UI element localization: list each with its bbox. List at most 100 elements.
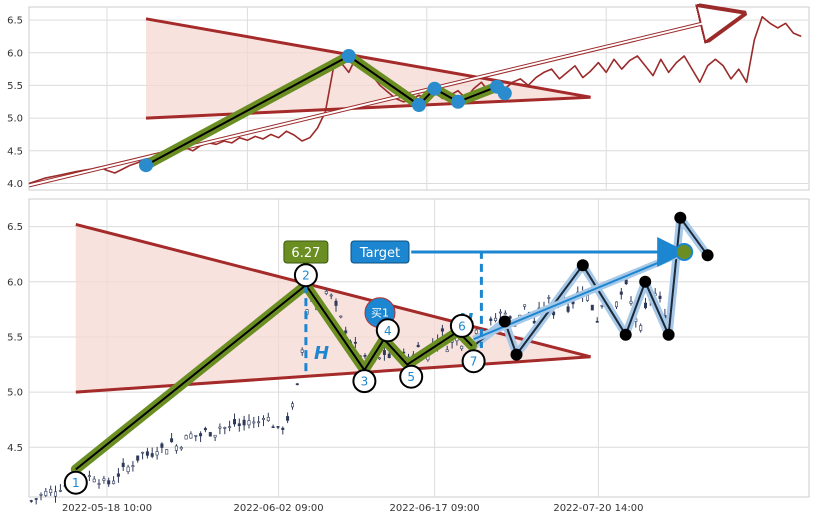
- overview-panel: 4.0 4.5 5.0 5.5 6.0 6.5: [7, 7, 810, 191]
- detail-candle-body: [223, 427, 227, 429]
- detail-candle-body: [53, 491, 57, 497]
- detail-candle-body: [552, 311, 556, 316]
- detail-candle-body: [344, 330, 348, 334]
- detail-candle-body: [116, 473, 120, 477]
- overview-ytick-label: 5.5: [7, 81, 23, 92]
- detail-triangle-lower-edge: [75, 355, 591, 394]
- detail-candle-body: [213, 434, 217, 438]
- detail-candle-body: [218, 426, 222, 429]
- overview-ytick-label: 6.0: [7, 48, 23, 59]
- detail-candle-body: [339, 315, 343, 318]
- detail-candle-body: [643, 302, 647, 309]
- detail-candle-body: [387, 353, 391, 359]
- detail-price-tag-label: 6.27: [291, 246, 320, 261]
- detail-candle-body: [295, 383, 299, 386]
- detail-xtick-label: 2022-05-18 10:00: [62, 503, 152, 514]
- detail-candle-body: [189, 433, 193, 439]
- detail-candle-body: [261, 417, 265, 420]
- detail-candle-body: [334, 300, 338, 306]
- detail-triangle-upper-edge: [75, 222, 591, 359]
- overview-triangle-lower-edge: [145, 95, 591, 120]
- detail-candle-body: [179, 447, 183, 450]
- detail-candle-body: [136, 455, 140, 461]
- detail-pivot-circle: [352, 369, 377, 394]
- detail-candle-body: [170, 438, 174, 443]
- detail-candle-body: [242, 419, 246, 426]
- detail-candle-body: [141, 451, 145, 454]
- detail-candle-body: [102, 478, 106, 481]
- detail-pivot-label: 5: [407, 370, 415, 384]
- overview-ytick-label: 4.5: [7, 146, 23, 157]
- detail-pivot-label: 1: [72, 476, 80, 490]
- detail-candle-body: [629, 301, 633, 304]
- detail-candle-body: [252, 421, 256, 424]
- detail-candle-body: [460, 345, 464, 350]
- detail-candle-body: [58, 490, 62, 492]
- detail-ytick-label: 6.5: [7, 222, 23, 233]
- detail-candle-body: [363, 355, 367, 357]
- detail-candle-body: [286, 416, 290, 421]
- detail-candle-body: [532, 320, 536, 324]
- detail-candle-body: [474, 329, 478, 334]
- detail-candle-body: [160, 443, 164, 448]
- detail-candle-body: [639, 325, 643, 331]
- detail-pivot-label: 6: [458, 319, 466, 333]
- detail-candle-body: [29, 500, 33, 502]
- detail-candle-body: [150, 453, 154, 457]
- detail-candle-body: [547, 297, 551, 299]
- detail-xtick-label: 2022-07-20 14:00: [553, 503, 643, 514]
- detail-target-box: [350, 240, 410, 264]
- detail-candle-body: [233, 419, 237, 425]
- detail-ytick-label: 4.5: [7, 443, 23, 454]
- detail-pivot-circle: [449, 313, 474, 338]
- detail-candle-body: [145, 451, 149, 456]
- detail-pivot-label: 7: [470, 355, 478, 369]
- detail-candle-body: [416, 344, 420, 348]
- detail-pivot-label: 4: [384, 324, 392, 338]
- detail-candle-body: [329, 294, 333, 297]
- overview-pivot-dot: [139, 158, 153, 173]
- detail-ytick-label: 5.0: [7, 388, 23, 399]
- detail-candle-body: [590, 304, 594, 311]
- overview-ytick-label: 5.0: [7, 114, 23, 125]
- detail-candle-body: [619, 291, 623, 295]
- overview-pivot-dot: [341, 49, 356, 63]
- detail-forecast-dot: [498, 315, 511, 328]
- detail-candle-body: [658, 295, 662, 299]
- detail-candle-body: [271, 426, 275, 429]
- detail-candle-body: [440, 328, 444, 332]
- detail-pivot-label: 2: [302, 269, 310, 283]
- detail-xtick-label: 2022-06-17 09:00: [390, 503, 480, 514]
- detail-forecast-dot: [701, 249, 714, 262]
- detail-candle-body: [92, 478, 96, 483]
- detail-pivot-circle: [399, 364, 424, 389]
- detail-candle-body: [174, 445, 178, 451]
- detail-candle-body: [112, 480, 116, 484]
- detail-candle-body: [523, 304, 527, 307]
- detail-target-label: Target: [359, 246, 400, 261]
- detail-candle-body: [49, 488, 53, 493]
- detail-forecast-dot: [576, 259, 589, 272]
- detail-pivot-circle: [375, 318, 400, 343]
- detail-pivot-circle: [63, 470, 88, 495]
- detail-candle-body: [87, 475, 91, 478]
- detail-pivot-circle: [293, 263, 318, 288]
- detail-candle-body: [247, 420, 251, 426]
- detail-forecast-dot: [510, 348, 523, 361]
- detail-candle-body: [445, 349, 449, 352]
- detail-candle-body: [585, 295, 589, 301]
- detail-candle-body: [107, 480, 111, 485]
- detail-candle-body: [97, 483, 101, 485]
- detail-xtick-label: 2022-06-02 09:00: [234, 503, 324, 514]
- detail-candle-body: [276, 426, 280, 428]
- detail-candle-body: [208, 432, 212, 437]
- detail-candle-body: [382, 350, 386, 355]
- overview-ytick-label: 4.0: [7, 179, 23, 190]
- detail-candle-body: [353, 341, 357, 344]
- detail-candle-body: [257, 421, 261, 424]
- detail-candle-body: [489, 318, 493, 321]
- detail-candle-body: [324, 291, 328, 294]
- detail-candle-body: [131, 465, 135, 468]
- overview-pivot-dot: [451, 94, 465, 109]
- detail-candle-body: [300, 349, 304, 353]
